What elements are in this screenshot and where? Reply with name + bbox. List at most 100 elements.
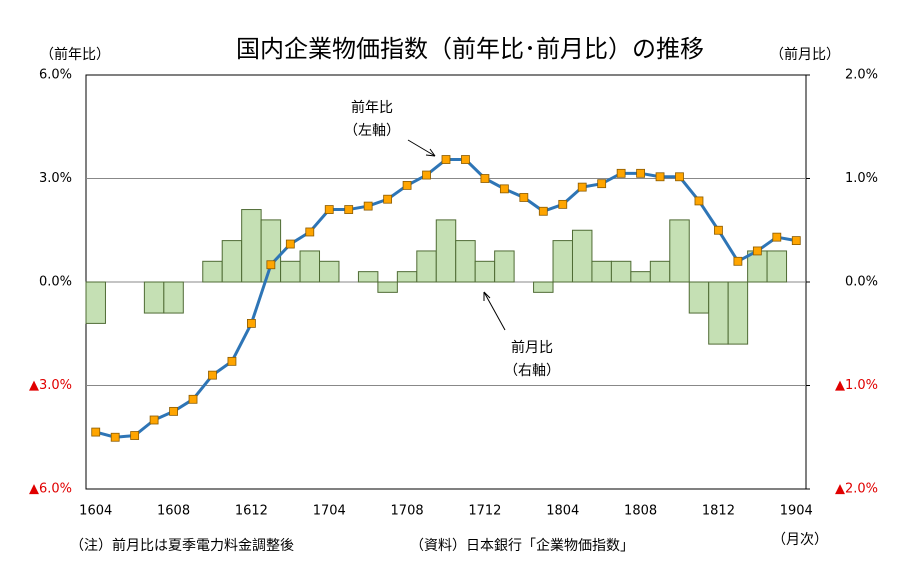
- marker: [655, 172, 665, 182]
- marker: [558, 199, 568, 209]
- y2-tick-label: 0.0%: [845, 275, 878, 290]
- marker: [675, 172, 684, 182]
- bar: [163, 281, 184, 314]
- marker: [305, 227, 315, 237]
- marker: [694, 196, 704, 206]
- annotation: 前年比: [351, 99, 393, 116]
- bar: [85, 281, 106, 324]
- bar: [766, 250, 788, 283]
- marker: [772, 232, 782, 242]
- marker: [499, 184, 509, 194]
- marker: [733, 256, 743, 266]
- marker: [422, 170, 431, 180]
- y2-tick-label: 1.0%: [845, 171, 878, 186]
- marker: [130, 431, 140, 440]
- annotation-arrow: [483, 291, 506, 331]
- bar: [494, 250, 515, 283]
- marker: [616, 168, 626, 178]
- bar: [474, 260, 496, 283]
- x-tick-label: 1812: [702, 504, 735, 519]
- marker: [538, 206, 548, 216]
- marker: [402, 180, 412, 190]
- bar: [727, 281, 749, 345]
- y-tick-label: 3.0%: [39, 171, 72, 186]
- bar: [396, 271, 418, 283]
- marker: [752, 246, 762, 256]
- x-tick-label: 1904: [780, 504, 813, 519]
- marker: [791, 236, 801, 246]
- marker: [441, 155, 451, 164]
- x-tick-label: 1704: [313, 504, 346, 519]
- marker: [480, 174, 490, 183]
- bar: [241, 209, 262, 283]
- marker: [266, 260, 276, 270]
- marker: [519, 193, 529, 202]
- marker: [597, 179, 607, 189]
- y-tick-label: ▲3.0%: [29, 378, 72, 393]
- bar: [630, 271, 651, 283]
- x-tick-label: 1612: [235, 504, 268, 519]
- annotation: 前月比: [511, 339, 553, 356]
- marker: [383, 194, 393, 204]
- marker: [227, 356, 237, 366]
- bar: [669, 219, 690, 283]
- y2-tick-label: ▲2.0%: [835, 482, 878, 497]
- marker: [208, 370, 217, 380]
- marker: [577, 182, 587, 192]
- marker: [344, 205, 354, 214]
- y2-tick-label: 2.0%: [845, 68, 878, 83]
- bar: [610, 260, 632, 283]
- bar: [571, 229, 593, 283]
- bar: [260, 219, 282, 283]
- x-axis-label: （月次）: [772, 532, 828, 548]
- note: （資料）日本銀行「企業物価指数」: [410, 537, 634, 554]
- bar: [435, 219, 457, 283]
- bar: [552, 240, 573, 283]
- x-tick-label: 1604: [79, 504, 112, 519]
- y2-axis-label: （前月比）: [770, 46, 840, 63]
- bar: [533, 281, 554, 293]
- y-tick-label: 0.0%: [39, 275, 72, 290]
- bar: [455, 240, 476, 283]
- marker: [110, 432, 120, 442]
- annotation-arrow: [407, 139, 436, 157]
- arrow-head: [483, 291, 491, 301]
- marker: [188, 394, 198, 404]
- marker: [636, 168, 645, 178]
- y-tick-label: ▲6.0%: [29, 482, 72, 497]
- bar: [319, 260, 340, 283]
- bar: [280, 260, 301, 283]
- marker: [324, 205, 334, 214]
- y-tick-label: 6.0%: [39, 68, 72, 83]
- x-tick-label: 1804: [546, 504, 579, 519]
- bar: [143, 281, 165, 314]
- bar: [708, 281, 729, 345]
- chart-title: 国内企業物価指数（前年比･前月比）の推移: [236, 35, 704, 63]
- marker: [363, 201, 373, 211]
- marker: [169, 406, 178, 416]
- marker: [91, 427, 101, 437]
- annotation: （右軸）: [504, 363, 560, 379]
- marker: [461, 155, 470, 164]
- y-axis-label: （前年比）: [40, 46, 110, 63]
- marker: [714, 225, 723, 235]
- bar: [357, 271, 379, 283]
- marker: [247, 318, 256, 328]
- annotation: （左軸）: [344, 123, 400, 139]
- x-tick-label: 1808: [624, 504, 657, 519]
- bar: [202, 260, 223, 283]
- y2-tick-label: ▲1.0%: [835, 378, 878, 393]
- bar: [221, 240, 243, 283]
- bar: [377, 281, 398, 293]
- x-tick-label: 1608: [157, 504, 190, 519]
- x-tick-label: 1708: [391, 504, 424, 519]
- bar: [688, 281, 710, 314]
- marker: [149, 415, 159, 425]
- bar: [299, 250, 321, 283]
- bar: [591, 260, 612, 283]
- marker: [285, 239, 295, 249]
- arrow-head: [425, 148, 436, 157]
- note: （注）前月比は夏季電力料金調整後: [70, 537, 294, 554]
- bar: [649, 260, 671, 283]
